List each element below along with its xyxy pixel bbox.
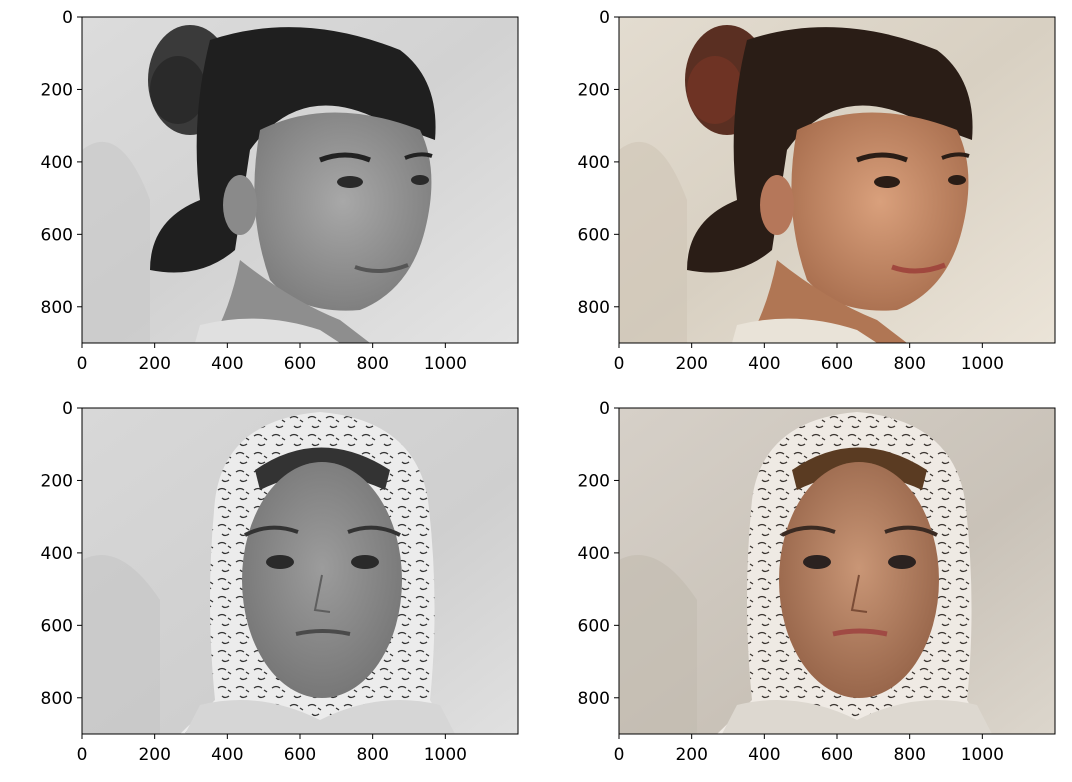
y-tick-label: 0 — [62, 8, 73, 28]
panel-top-right: 0 200 400 600 800 0 200 400 600 800 1000 — [578, 8, 1056, 374]
y-tick-label: 200 — [41, 80, 73, 100]
y-tick-label: 600 — [578, 616, 610, 636]
y-tick-label: 800 — [41, 298, 73, 318]
x-tick-label: 400 — [211, 354, 243, 374]
y-tick-label: 200 — [578, 471, 610, 491]
x-tick-label: 800 — [356, 354, 388, 374]
panel-bottom-left: 0 200 400 600 800 0 200 400 600 800 1000 — [41, 399, 519, 765]
x-tick-label: 800 — [893, 354, 925, 374]
image-portrait-frontal-grayscale — [82, 408, 518, 734]
x-tick-label: 0 — [77, 745, 88, 765]
x-axis-ticks: 0 200 400 600 800 1000 — [77, 343, 467, 374]
x-tick-label: 400 — [211, 745, 243, 765]
x-tick-label: 200 — [675, 354, 707, 374]
image-portrait-frontal-color — [619, 408, 1055, 734]
y-tick-label: 800 — [578, 689, 610, 709]
x-tick-label: 0 — [614, 354, 625, 374]
x-axis-ticks: 0 200 400 600 800 1000 — [77, 734, 467, 765]
y-tick-label: 200 — [41, 471, 73, 491]
panel-bottom-right: 0 200 400 600 800 0 200 400 600 800 1000 — [578, 399, 1056, 765]
y-tick-label: 800 — [578, 298, 610, 318]
x-tick-label: 1000 — [961, 354, 1004, 374]
y-tick-label: 400 — [578, 153, 610, 173]
panel-top-left: 0 200 400 600 800 0 200 400 600 800 1000 — [41, 8, 519, 374]
x-tick-label: 1000 — [424, 354, 467, 374]
image-portrait-profile-color — [619, 17, 1055, 343]
y-tick-label: 600 — [41, 616, 73, 636]
x-axis-ticks: 0 200 400 600 800 1000 — [614, 734, 1004, 765]
y-tick-label: 600 — [578, 225, 610, 245]
x-tick-label: 800 — [356, 745, 388, 765]
y-tick-label: 600 — [41, 225, 73, 245]
x-tick-label: 200 — [138, 354, 170, 374]
y-tick-label: 0 — [599, 399, 610, 419]
y-tick-label: 0 — [599, 8, 610, 28]
y-tick-label: 200 — [578, 80, 610, 100]
x-tick-label: 0 — [77, 354, 88, 374]
x-tick-label: 400 — [748, 354, 780, 374]
x-tick-label: 400 — [748, 745, 780, 765]
y-axis-ticks: 0 200 400 600 800 — [41, 399, 82, 709]
x-tick-label: 0 — [614, 745, 625, 765]
x-tick-label: 600 — [821, 745, 853, 765]
y-tick-label: 800 — [41, 689, 73, 709]
x-tick-label: 600 — [284, 354, 316, 374]
y-axis-ticks: 0 200 400 600 800 — [578, 399, 619, 709]
y-axis-ticks: 0 200 400 600 800 — [578, 8, 619, 318]
y-tick-label: 400 — [41, 544, 73, 564]
x-axis-ticks: 0 200 400 600 800 1000 — [614, 343, 1004, 374]
y-tick-label: 0 — [62, 399, 73, 419]
x-tick-label: 200 — [138, 745, 170, 765]
y-tick-label: 400 — [578, 544, 610, 564]
x-tick-label: 200 — [675, 745, 707, 765]
x-tick-label: 600 — [284, 745, 316, 765]
x-tick-label: 800 — [893, 745, 925, 765]
y-tick-label: 400 — [41, 153, 73, 173]
image-portrait-profile-grayscale — [82, 17, 518, 343]
y-axis-ticks: 0 200 400 600 800 — [41, 8, 82, 318]
x-tick-label: 1000 — [961, 745, 1004, 765]
x-tick-label: 1000 — [424, 745, 467, 765]
x-tick-label: 600 — [821, 354, 853, 374]
